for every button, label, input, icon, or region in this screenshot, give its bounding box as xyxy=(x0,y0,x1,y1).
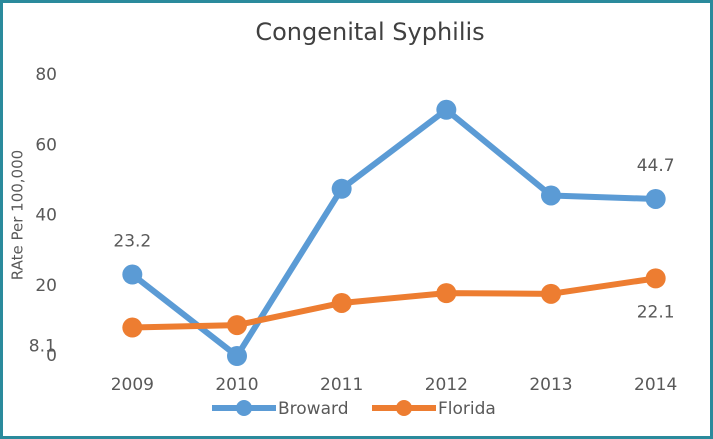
legend-item: Broward xyxy=(212,399,348,419)
x-tick-label: 2013 xyxy=(529,375,572,395)
data-label: 23.2 xyxy=(113,232,151,252)
legend-label: Florida xyxy=(438,399,496,419)
series-line xyxy=(130,106,656,359)
legend-marker xyxy=(236,400,252,416)
y-tick-label: 40 xyxy=(35,206,57,226)
x-tick-label: 2009 xyxy=(111,375,154,395)
point xyxy=(436,99,457,120)
point xyxy=(331,178,352,199)
x-tick-label: 2011 xyxy=(320,375,363,395)
y-tick-label: 0 xyxy=(46,346,57,366)
chart-title: Congenital Syphilis xyxy=(255,18,484,46)
point xyxy=(541,283,561,304)
y-tick-label: 80 xyxy=(35,65,57,85)
point xyxy=(331,292,352,313)
y-tick-label: 20 xyxy=(35,276,57,296)
data-label: 22.1 xyxy=(637,302,675,322)
point xyxy=(227,346,247,366)
y-tick-label: 60 xyxy=(35,135,57,155)
x-tick-label: 2010 xyxy=(215,375,258,395)
point xyxy=(541,185,561,206)
legend-item: Florida xyxy=(372,399,496,419)
point xyxy=(645,188,666,209)
x-tick-label: 2012 xyxy=(425,375,468,395)
x-tick-label: 2014 xyxy=(634,375,677,395)
y-axis-title: RAte Per 100,000 xyxy=(9,150,27,280)
data-label: 8.1 xyxy=(29,337,56,357)
data-label: 44.7 xyxy=(637,156,675,176)
legend-marker xyxy=(396,400,412,416)
legend-label: Broward xyxy=(278,399,348,419)
point xyxy=(645,268,666,289)
point xyxy=(227,315,247,336)
point xyxy=(436,283,457,304)
point xyxy=(122,264,143,285)
point xyxy=(122,317,143,338)
series-line xyxy=(132,275,657,331)
